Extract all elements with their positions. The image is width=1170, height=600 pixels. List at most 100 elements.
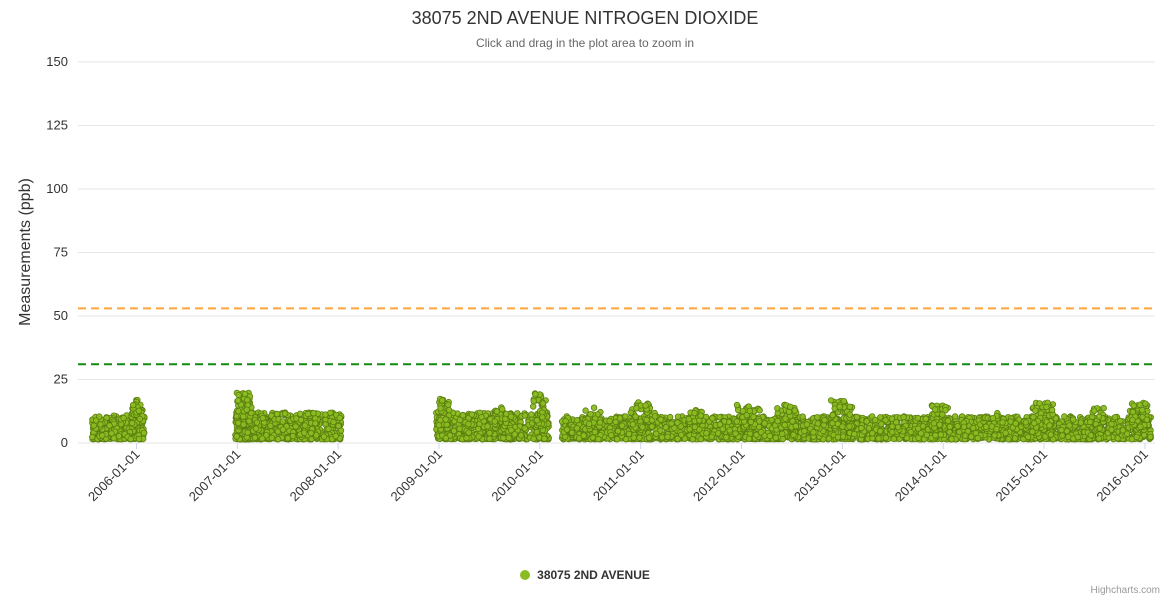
scatter-point[interactable]	[792, 422, 799, 430]
scatter-point[interactable]	[235, 391, 242, 399]
scatter-point[interactable]	[1065, 433, 1072, 441]
scatter-point[interactable]	[942, 407, 949, 414]
scatter-point[interactable]	[491, 418, 498, 425]
scatter-point[interactable]	[465, 421, 472, 428]
scatter-point[interactable]	[234, 397, 242, 404]
scatter-point[interactable]	[803, 421, 811, 428]
scatter-point[interactable]	[839, 423, 846, 430]
scatter-point[interactable]	[120, 414, 127, 422]
scatter-point[interactable]	[475, 425, 482, 433]
scatter-point[interactable]	[259, 435, 266, 442]
scatter-point[interactable]	[1011, 435, 1019, 442]
scatter-point[interactable]	[674, 413, 682, 420]
scatter-point[interactable]	[1130, 402, 1137, 409]
scatter-point[interactable]	[877, 428, 884, 435]
scatter-point[interactable]	[772, 434, 779, 441]
scatter-point[interactable]	[708, 433, 715, 441]
scatter-point[interactable]	[312, 420, 319, 427]
scatter-point[interactable]	[993, 425, 1000, 433]
scatter-point[interactable]	[110, 435, 118, 442]
scatter-point[interactable]	[632, 413, 639, 420]
scatter-point[interactable]	[310, 410, 317, 417]
scatter-point[interactable]	[1119, 427, 1127, 434]
scatter-point[interactable]	[259, 414, 266, 422]
scatter-point[interactable]	[756, 407, 763, 414]
scatter-point[interactable]	[135, 435, 143, 443]
scatter-point[interactable]	[1139, 407, 1146, 414]
scatter-point[interactable]	[834, 434, 842, 441]
scatter-point[interactable]	[508, 427, 515, 434]
scatter-point[interactable]	[829, 411, 836, 419]
scatter-point[interactable]	[614, 427, 622, 435]
scatter-point[interactable]	[1087, 432, 1095, 439]
scatter-point[interactable]	[948, 436, 955, 443]
scatter-point[interactable]	[930, 420, 938, 427]
scatter-point[interactable]	[779, 430, 786, 438]
scatter-point[interactable]	[989, 415, 997, 422]
scatter-point[interactable]	[766, 432, 773, 440]
scatter-point[interactable]	[128, 419, 136, 427]
scatter-point[interactable]	[697, 435, 704, 443]
scatter-point[interactable]	[563, 426, 571, 433]
scatter-point[interactable]	[1041, 433, 1049, 440]
scatter-point[interactable]	[664, 433, 671, 441]
scatter-point[interactable]	[821, 417, 828, 424]
scatter-point[interactable]	[233, 433, 240, 440]
scatter-point[interactable]	[332, 432, 339, 440]
scatter-point[interactable]	[639, 424, 646, 431]
scatter-point[interactable]	[297, 410, 304, 417]
scatter-point[interactable]	[1108, 426, 1115, 433]
scatter-point[interactable]	[1142, 400, 1149, 407]
scatter-point[interactable]	[814, 420, 822, 427]
scatter-point[interactable]	[499, 406, 506, 413]
scatter-point[interactable]	[1137, 423, 1144, 430]
scatter-point[interactable]	[726, 427, 733, 434]
scatter-point[interactable]	[774, 405, 781, 412]
scatter-point[interactable]	[327, 409, 334, 416]
scatter-point[interactable]	[674, 419, 681, 426]
scatter-point[interactable]	[747, 418, 755, 426]
scatter-point[interactable]	[521, 412, 529, 419]
scatter-point[interactable]	[799, 413, 806, 420]
scatter-point[interactable]	[761, 420, 768, 427]
scatter-point[interactable]	[714, 430, 722, 437]
scatter-point[interactable]	[1069, 416, 1077, 423]
scatter-point[interactable]	[486, 435, 493, 442]
scatter-point[interactable]	[435, 422, 443, 429]
scatter-point[interactable]	[437, 405, 444, 412]
scatter-point[interactable]	[999, 419, 1006, 426]
scatter-point[interactable]	[877, 414, 884, 421]
scatter-point[interactable]	[642, 402, 649, 409]
scatter-point[interactable]	[733, 418, 740, 425]
scatter-point[interactable]	[445, 406, 453, 414]
scatter-point[interactable]	[245, 418, 253, 425]
scatter-point[interactable]	[1005, 436, 1012, 443]
scatter-point[interactable]	[790, 431, 797, 438]
scatter-point[interactable]	[234, 419, 242, 427]
scatter-point[interactable]	[1063, 428, 1071, 435]
scatter-point[interactable]	[528, 411, 535, 418]
scatter-point[interactable]	[1074, 433, 1081, 441]
scatter-point[interactable]	[1143, 416, 1150, 423]
scatter-point[interactable]	[1058, 426, 1065, 434]
scatter-point[interactable]	[539, 414, 546, 421]
scatter-point[interactable]	[484, 423, 491, 430]
scatter-point[interactable]	[686, 426, 693, 433]
scatter-point[interactable]	[917, 430, 925, 437]
scatter-point[interactable]	[630, 434, 637, 441]
scatter-point[interactable]	[606, 417, 613, 425]
scatter-point[interactable]	[1136, 401, 1143, 408]
scatter-point[interactable]	[493, 408, 501, 415]
scatter-point[interactable]	[732, 430, 739, 437]
scatter-point[interactable]	[662, 424, 670, 431]
scatter-point[interactable]	[301, 422, 309, 429]
scatter-point[interactable]	[1061, 413, 1068, 420]
scatter-point[interactable]	[651, 413, 659, 420]
scatter-point[interactable]	[463, 434, 470, 442]
scatter-point[interactable]	[127, 435, 134, 443]
scatter-point[interactable]	[244, 429, 251, 436]
scatter-point[interactable]	[685, 416, 692, 423]
scatter-point[interactable]	[666, 413, 674, 421]
scatter-point[interactable]	[586, 420, 593, 428]
